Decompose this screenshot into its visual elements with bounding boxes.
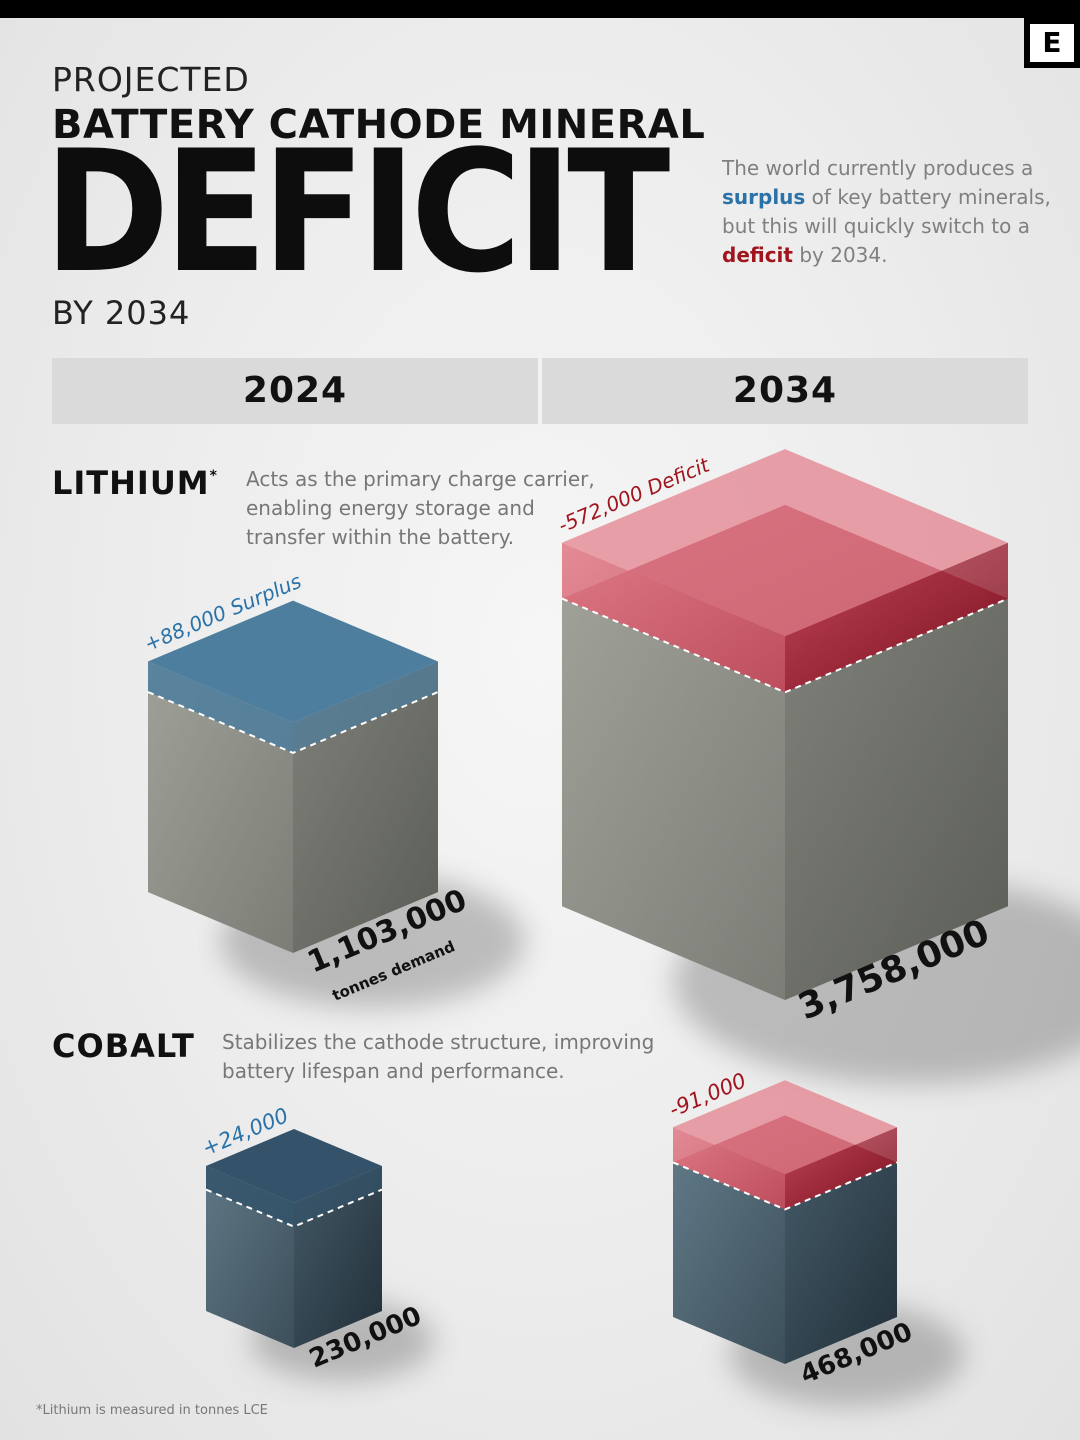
deficit-slab-right xyxy=(785,1127,897,1210)
deficit-slab-right xyxy=(785,542,1008,693)
intro-text: The world currently produces a surplus o… xyxy=(722,154,1062,270)
surplus-top-face xyxy=(206,1129,382,1203)
column-header-2034: 2034 xyxy=(542,358,1028,424)
footnote-marker: * xyxy=(209,468,218,484)
surplus-band-right xyxy=(293,661,438,753)
mineral-name-cobalt: COBALT xyxy=(52,1027,195,1065)
demand-level-line xyxy=(561,597,1009,694)
column-year: 2024 xyxy=(242,370,348,411)
mineral-desc-lithium: Acts as the primary charge carrier, enab… xyxy=(246,465,595,552)
title-line: BATTERY CATHODE MINERAL xyxy=(52,102,706,148)
desc-line: enabling energy storage and xyxy=(246,496,535,520)
deficit-slab-top xyxy=(673,1080,897,1175)
cube-right-face xyxy=(785,1162,897,1364)
intro-part1: The world currently produces a xyxy=(722,156,1034,180)
demand-level-line xyxy=(672,1161,898,1211)
surplus-band-right xyxy=(294,1166,382,1227)
surplus-band-left xyxy=(206,1166,294,1227)
cube-right-face xyxy=(785,598,1008,1000)
footnote: *Lithium is measured in tonnes LCE xyxy=(36,1403,268,1418)
demand-level-line xyxy=(147,691,439,754)
desc-line: transfer within the battery. xyxy=(246,525,515,549)
mineral-desc-cobalt: Stabilizes the cathode structure, improv… xyxy=(222,1028,654,1086)
logo-letter: E xyxy=(1030,24,1074,62)
cube-left-face xyxy=(673,1162,785,1364)
title-big: DEFICIT xyxy=(44,114,670,310)
desc-line: Stabilizes the cathode structure, improv… xyxy=(222,1030,655,1054)
title-byline: BY 2034 xyxy=(52,294,191,332)
column-header-2024: 2024 xyxy=(52,358,538,424)
surplus-band-left xyxy=(148,661,293,753)
deficit-slab-top xyxy=(562,449,1008,637)
deficit-slab-left xyxy=(562,542,785,693)
intro-part3: by 2034. xyxy=(792,243,888,267)
title-kicker: PROJECTED xyxy=(52,60,250,99)
deficit-slab-left xyxy=(673,1127,785,1210)
demand-level-line xyxy=(205,1188,383,1228)
desc-line: battery lifespan and performance. xyxy=(222,1059,565,1083)
intro-surplus-word: surplus xyxy=(722,185,806,209)
column-year: 2034 xyxy=(732,370,838,411)
mineral-name-text: LITHIUM xyxy=(52,464,210,502)
top-bar xyxy=(0,0,1080,18)
intro-deficit-word: deficit xyxy=(722,243,793,267)
cube-left-face xyxy=(562,598,785,1000)
mineral-name-text: COBALT xyxy=(52,1027,195,1065)
mineral-name-lithium: LITHIUM* xyxy=(52,464,218,502)
publisher-logo: E xyxy=(1024,18,1080,68)
intro-part2: of key battery minerals, but this will q… xyxy=(722,185,1051,238)
desc-line: Acts as the primary charge carrier, xyxy=(246,467,595,491)
